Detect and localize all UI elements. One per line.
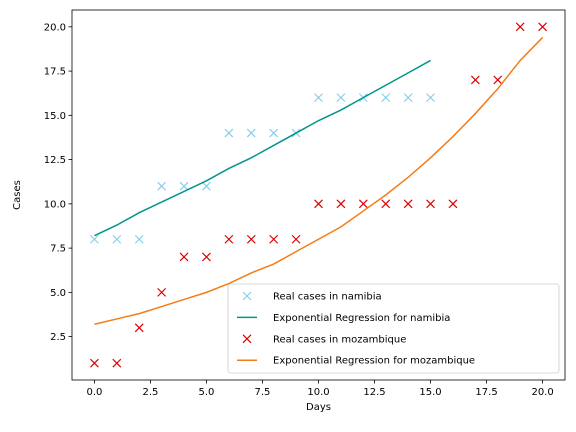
real-cases-in-mozambique-point bbox=[224, 234, 234, 244]
real-cases-in-mozambique-point bbox=[202, 252, 211, 262]
x-tick-label: 7.5 bbox=[255, 387, 271, 398]
y-tick-label: 5.0 bbox=[50, 288, 66, 299]
real-cases-in-mozambique-point bbox=[157, 287, 167, 297]
real-cases-in-namibia-point bbox=[157, 181, 167, 191]
y-tick-label: 2.5 bbox=[50, 332, 66, 343]
real-cases-in-mozambique-point bbox=[448, 199, 458, 209]
real-cases-in-mozambique-point bbox=[470, 75, 480, 85]
legend-label: Exponential Regression for namibia bbox=[273, 313, 450, 324]
real-cases-in-namibia-point bbox=[403, 93, 413, 103]
x-tick-label: 12.5 bbox=[363, 387, 385, 398]
real-cases-in-namibia-point bbox=[134, 234, 144, 244]
exponential-regression-for-namibia-line bbox=[94, 59, 431, 237]
x-tick-label: 0.0 bbox=[86, 387, 102, 398]
legend-swatch bbox=[242, 334, 252, 344]
x-tick-label: 17.5 bbox=[475, 387, 497, 398]
legend-entry: Real cases in mozambique bbox=[242, 334, 406, 345]
x-tick-label: 15.0 bbox=[419, 387, 441, 398]
real-cases-in-namibia-point bbox=[224, 128, 234, 138]
real-cases-in-namibia-point bbox=[179, 181, 189, 191]
real-cases-in-mozambique-point bbox=[179, 252, 189, 262]
legend-entry: Real cases in namibia bbox=[242, 291, 382, 303]
real-cases-in-mozambique-point bbox=[538, 22, 548, 32]
real-cases-in-mozambique-point bbox=[426, 199, 435, 209]
real-cases-in-namibia-point bbox=[314, 93, 323, 103]
y-tick-label: 7.5 bbox=[50, 244, 66, 255]
real-cases-in-namibia-point bbox=[202, 181, 211, 191]
real-cases-in-mozambique-point bbox=[493, 75, 503, 85]
legend-box bbox=[227, 283, 560, 374]
x-axis-label: Days bbox=[306, 402, 331, 413]
x-tick-label: 2.5 bbox=[142, 387, 158, 398]
legend-label: Exponential Regression for mozambique bbox=[273, 356, 475, 367]
real-cases-in-mozambique-point bbox=[515, 22, 525, 32]
real-cases-in-mozambique-point bbox=[336, 199, 346, 209]
real-cases-in-namibia-point bbox=[381, 93, 391, 103]
real-cases-in-mozambique-point bbox=[112, 358, 122, 368]
real-cases-in-namibia-point bbox=[269, 128, 279, 138]
real-cases-in-namibia-point bbox=[246, 128, 256, 138]
y-tick-label: 15.0 bbox=[44, 111, 66, 122]
real-cases-in-mozambique-point bbox=[246, 234, 256, 244]
real-cases-in-mozambique-point bbox=[403, 199, 413, 209]
x-tick-label: 10.0 bbox=[307, 387, 329, 398]
real-cases-in-mozambique-point bbox=[358, 199, 368, 209]
real-cases-in-mozambique-point bbox=[134, 323, 144, 333]
y-axis: 2.5 5.0 7.5 10.0 12.5 15.0 17.5 20.0 bbox=[44, 22, 72, 343]
x-tick-label: 20.0 bbox=[531, 387, 553, 398]
y-tick-label: 10.0 bbox=[44, 199, 66, 210]
y-tick-label: 17.5 bbox=[44, 67, 66, 78]
y-tick-label: 20.0 bbox=[44, 22, 66, 33]
x-axis: 0.0 2.5 5.0 7.5 10.0 12.5 15.0 17.5 20.0 bbox=[86, 380, 554, 398]
real-cases-in-mozambique-point bbox=[89, 358, 99, 368]
exponential-regression-for-mozambique-line bbox=[94, 36, 544, 325]
legend-entry: Exponential Regression for mozambique bbox=[237, 356, 475, 367]
real-cases-in-namibia-point bbox=[426, 93, 435, 103]
legend-label: Real cases in mozambique bbox=[273, 334, 406, 345]
real-cases-in-namibia-point bbox=[336, 93, 346, 103]
legend: Real cases in namibia Exponential Regress… bbox=[227, 283, 560, 374]
y-axis-label: Cases bbox=[12, 180, 23, 210]
legend-swatch bbox=[242, 291, 252, 301]
real-cases-in-mozambique-point bbox=[269, 234, 279, 244]
real-cases-in-mozambique-point bbox=[291, 234, 301, 244]
x-tick-label: 5.0 bbox=[199, 387, 215, 398]
real-cases-in-namibia-point bbox=[89, 234, 99, 244]
real-cases-in-mozambique-point bbox=[314, 199, 323, 209]
legend-entry: Exponential Regression for namibia bbox=[237, 313, 450, 324]
real-cases-in-namibia-point bbox=[112, 234, 122, 244]
legend-label: Real cases in namibia bbox=[273, 292, 382, 303]
plot-area bbox=[89, 22, 548, 368]
y-tick-label: 12.5 bbox=[44, 155, 66, 166]
real-cases-in-mozambique-point bbox=[381, 199, 391, 209]
